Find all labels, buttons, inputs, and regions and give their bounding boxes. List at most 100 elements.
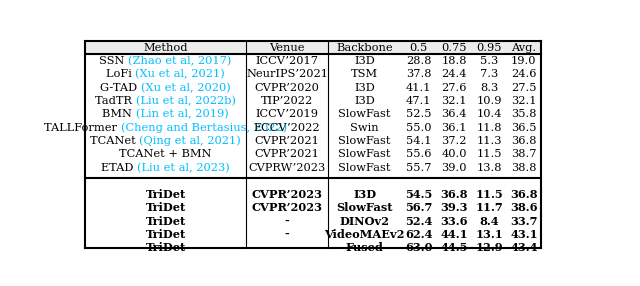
Text: I3D: I3D bbox=[355, 83, 375, 93]
Text: DINOv2: DINOv2 bbox=[340, 216, 390, 227]
Text: SlowFast: SlowFast bbox=[339, 109, 391, 119]
Text: 7.3: 7.3 bbox=[480, 69, 499, 79]
Text: 44.1: 44.1 bbox=[440, 229, 468, 240]
Text: 63.0: 63.0 bbox=[405, 243, 433, 253]
Text: TadTR (Liu et al, 2022b): TadTR (Liu et al, 2022b) bbox=[95, 96, 236, 106]
Text: 41.1: 41.1 bbox=[406, 83, 431, 93]
Text: 27.6: 27.6 bbox=[441, 83, 467, 93]
Text: (Liu et al, 2022b): (Liu et al, 2022b) bbox=[136, 96, 236, 106]
Text: 36.4: 36.4 bbox=[441, 109, 467, 119]
Text: LoFi (Xu et al, 2021): LoFi (Xu et al, 2021) bbox=[106, 69, 225, 80]
Text: -: - bbox=[285, 216, 289, 227]
Text: I3D: I3D bbox=[355, 56, 375, 66]
Text: 8.3: 8.3 bbox=[480, 83, 499, 93]
Text: CVPR’2021: CVPR’2021 bbox=[255, 150, 319, 160]
Text: 24.6: 24.6 bbox=[511, 69, 537, 79]
Text: (Zhao et al, 2017): (Zhao et al, 2017) bbox=[129, 56, 232, 66]
Text: 11.3: 11.3 bbox=[476, 136, 502, 146]
Text: 36.1: 36.1 bbox=[441, 123, 467, 133]
Text: 0.5: 0.5 bbox=[410, 43, 428, 53]
Text: CVPR’2021: CVPR’2021 bbox=[255, 136, 319, 146]
Text: 56.7: 56.7 bbox=[405, 202, 433, 213]
Text: I3D: I3D bbox=[355, 96, 375, 106]
Text: I3D: I3D bbox=[353, 189, 376, 200]
Text: ECCV’2022: ECCV’2022 bbox=[254, 123, 321, 133]
Text: 10.4: 10.4 bbox=[476, 109, 502, 119]
Text: Method: Method bbox=[143, 43, 188, 53]
Text: 11.5: 11.5 bbox=[476, 189, 503, 200]
Text: 54.5: 54.5 bbox=[405, 189, 433, 200]
Text: TCANet (Qing et al, 2021): TCANet (Qing et al, 2021) bbox=[90, 136, 241, 146]
Text: Avg.: Avg. bbox=[511, 43, 536, 53]
Text: 36.5: 36.5 bbox=[511, 123, 537, 133]
Text: CVPR’2023: CVPR’2023 bbox=[252, 189, 323, 200]
Text: 0.95: 0.95 bbox=[476, 43, 502, 53]
Text: 5.3: 5.3 bbox=[480, 56, 499, 66]
Text: 36.8: 36.8 bbox=[511, 136, 537, 146]
Text: TadTR: TadTR bbox=[95, 96, 136, 106]
Text: TCANet: TCANet bbox=[90, 136, 140, 146]
Text: 38.7: 38.7 bbox=[511, 150, 537, 160]
Text: (Qing et al, 2021): (Qing et al, 2021) bbox=[140, 136, 241, 146]
Text: ICCV’2019: ICCV’2019 bbox=[255, 109, 319, 119]
Text: NeurIPS’2021: NeurIPS’2021 bbox=[246, 69, 328, 79]
Text: TriDet: TriDet bbox=[145, 202, 186, 213]
Text: 36.8: 36.8 bbox=[440, 189, 468, 200]
Text: 54.1: 54.1 bbox=[406, 136, 431, 146]
Text: 32.1: 32.1 bbox=[441, 96, 467, 106]
Text: 55.6: 55.6 bbox=[406, 150, 431, 160]
Text: 62.4: 62.4 bbox=[405, 229, 433, 240]
Text: SSN (Zhao et al, 2017): SSN (Zhao et al, 2017) bbox=[99, 56, 232, 66]
Text: 38.8: 38.8 bbox=[511, 163, 537, 173]
Text: TriDet: TriDet bbox=[145, 229, 186, 240]
Text: 44.5: 44.5 bbox=[440, 243, 468, 253]
Text: 19.0: 19.0 bbox=[511, 56, 537, 66]
Text: TriDet: TriDet bbox=[145, 243, 186, 253]
Text: CVPRW’2023: CVPRW’2023 bbox=[248, 163, 326, 173]
Text: CVPR’2023: CVPR’2023 bbox=[252, 202, 323, 213]
Text: 11.5: 11.5 bbox=[476, 150, 502, 160]
Text: (Cheng and Bertasius, 2022): (Cheng and Bertasius, 2022) bbox=[121, 122, 287, 133]
Text: 39.0: 39.0 bbox=[441, 163, 467, 173]
Text: 10.9: 10.9 bbox=[476, 96, 502, 106]
Text: 37.2: 37.2 bbox=[441, 136, 467, 146]
Text: Fused: Fused bbox=[346, 243, 383, 253]
Text: 27.5: 27.5 bbox=[511, 83, 537, 93]
Text: 36.8: 36.8 bbox=[510, 189, 538, 200]
Text: TALLFormer (Cheng and Bertasius, 2022): TALLFormer (Cheng and Bertasius, 2022) bbox=[44, 122, 287, 133]
Text: 35.8: 35.8 bbox=[511, 109, 537, 119]
Text: 33.6: 33.6 bbox=[440, 216, 468, 227]
Text: 32.1: 32.1 bbox=[511, 96, 537, 106]
Text: 11.8: 11.8 bbox=[476, 123, 502, 133]
Text: Venue: Venue bbox=[269, 43, 305, 53]
Text: TriDet: TriDet bbox=[145, 216, 186, 227]
Text: ICCV’2017: ICCV’2017 bbox=[255, 56, 319, 66]
Text: 38.6: 38.6 bbox=[510, 202, 538, 213]
Text: ETAD (Liu et al, 2023): ETAD (Liu et al, 2023) bbox=[101, 163, 230, 173]
Text: SlowFast: SlowFast bbox=[339, 136, 391, 146]
Text: 55.0: 55.0 bbox=[406, 123, 431, 133]
Text: 40.0: 40.0 bbox=[441, 150, 467, 160]
Text: 28.8: 28.8 bbox=[406, 56, 431, 66]
Text: (Xu et al, 2021): (Xu et al, 2021) bbox=[136, 69, 225, 80]
Text: 33.7: 33.7 bbox=[510, 216, 538, 227]
Text: 13.1: 13.1 bbox=[476, 229, 503, 240]
Text: 55.7: 55.7 bbox=[406, 163, 431, 173]
Text: TCANet + BMN: TCANet + BMN bbox=[119, 150, 212, 160]
Text: 8.4: 8.4 bbox=[479, 216, 499, 227]
Text: 12.9: 12.9 bbox=[476, 243, 503, 253]
Text: 43.4: 43.4 bbox=[510, 243, 538, 253]
Text: Swin: Swin bbox=[350, 123, 379, 133]
Text: VideoMAEv2: VideoMAEv2 bbox=[324, 229, 405, 240]
Text: 39.3: 39.3 bbox=[440, 202, 468, 213]
Text: 0.75: 0.75 bbox=[441, 43, 467, 53]
Text: 13.8: 13.8 bbox=[476, 163, 502, 173]
Text: 37.8: 37.8 bbox=[406, 69, 431, 79]
Bar bbox=[85, 41, 541, 54]
Text: G-TAD: G-TAD bbox=[100, 83, 141, 93]
Text: 24.4: 24.4 bbox=[441, 69, 467, 79]
Text: SlowFast: SlowFast bbox=[339, 150, 391, 160]
Text: TCANet + BMN: TCANet + BMN bbox=[119, 150, 212, 160]
Text: 11.7: 11.7 bbox=[476, 202, 503, 213]
Text: BMN: BMN bbox=[102, 109, 136, 119]
